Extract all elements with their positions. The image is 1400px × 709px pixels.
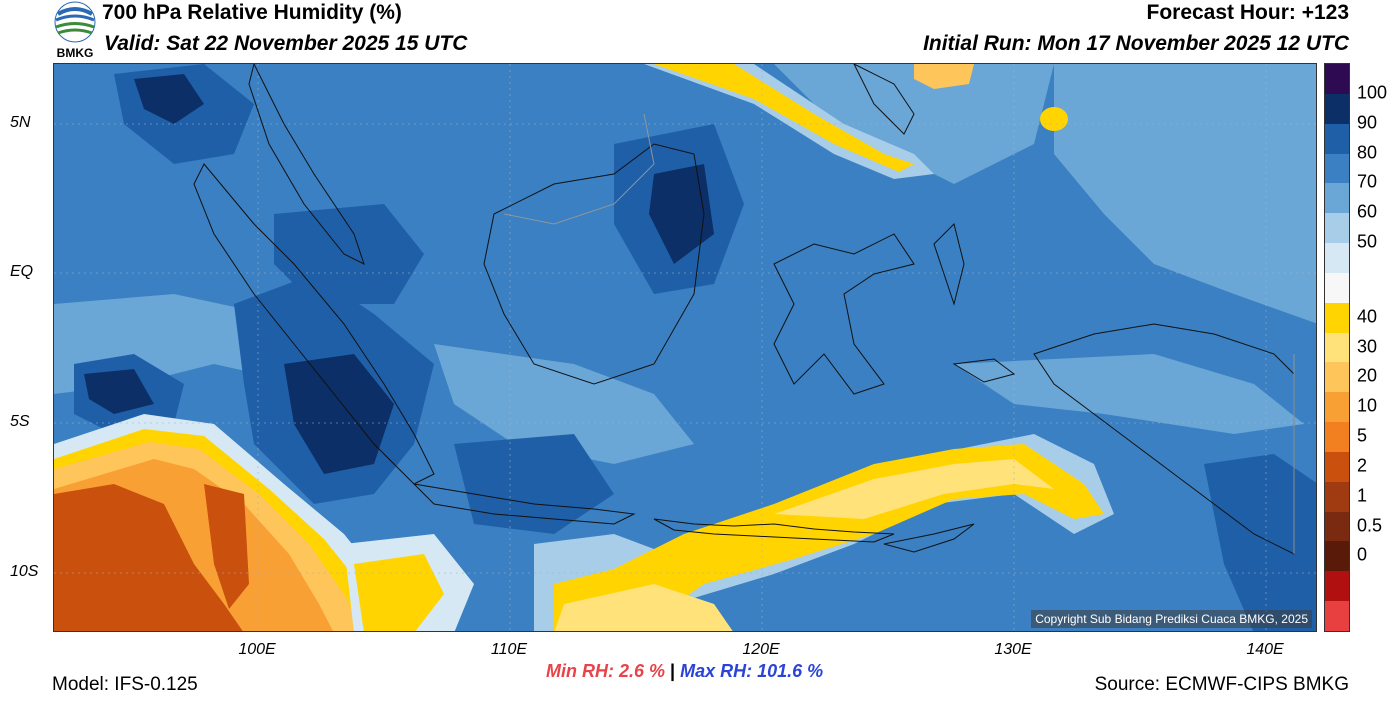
colorbar-segment xyxy=(1325,571,1349,602)
colorbar-label: 80 xyxy=(1357,142,1378,163)
colorbar-label: 100 xyxy=(1357,82,1388,103)
forecast-hour: Forecast Hour: +123 xyxy=(1146,1,1350,24)
source-label: Source: ECMWF-CIPS BMKG xyxy=(1094,674,1349,695)
logo-text: BMKG xyxy=(57,46,94,60)
colorbar-label: 70 xyxy=(1357,171,1378,192)
colorbar-label: 2 xyxy=(1357,455,1368,476)
stats-separator: | xyxy=(670,661,676,681)
colorbar-segment xyxy=(1325,451,1349,483)
colorbar-segment xyxy=(1325,422,1349,453)
max-rh-label: Max RH: xyxy=(680,661,753,681)
lon-label-130e: 130E xyxy=(994,641,1032,658)
lon-label-120e: 120E xyxy=(742,641,780,658)
colorbar-label: 5 xyxy=(1357,425,1368,446)
colorbar-label: 40 xyxy=(1357,306,1378,327)
map-canvas xyxy=(54,64,1316,631)
colorbar-label: 0.5 xyxy=(1357,515,1383,536)
colorbar-label: 0 xyxy=(1357,544,1368,565)
colorbar-segment xyxy=(1325,392,1349,423)
copyright-note: Copyright Sub Bidang Prediksi Cuaca BMKG… xyxy=(1031,610,1312,628)
chart-title: 700 hPa Relative Humidity (%) xyxy=(102,1,402,24)
model-label: Model: IFS-0.125 xyxy=(52,674,198,695)
coastlines xyxy=(193,64,1295,555)
bmkg-logo: BMKG xyxy=(50,0,100,60)
lat-label-10s: 10S xyxy=(10,563,39,580)
min-rh-label: Min RH: xyxy=(546,661,614,681)
colorbar-label: 90 xyxy=(1357,112,1378,133)
colorbar-segment xyxy=(1325,213,1349,244)
colorbar-segment xyxy=(1325,481,1349,513)
lat-label-5n: 5N xyxy=(10,114,31,131)
colorbar-segment xyxy=(1325,243,1349,274)
colorbar xyxy=(1324,63,1350,632)
colorbar-segment xyxy=(1325,302,1349,334)
colorbar-segment xyxy=(1325,64,1349,95)
colorbar-segment xyxy=(1325,93,1349,125)
valid-time: Valid: Sat 22 November 2025 15 UTC xyxy=(104,32,468,55)
colorbar-segment xyxy=(1325,541,1349,572)
colorbar-segment xyxy=(1325,183,1349,214)
max-rh-value: 101.6 % xyxy=(757,661,824,681)
colorbar-label: 60 xyxy=(1357,201,1378,222)
colorbar-segment xyxy=(1325,332,1349,363)
colorbar-label: 10 xyxy=(1357,395,1378,416)
colorbar-segment xyxy=(1325,272,1349,304)
colorbar-segment xyxy=(1325,601,1349,632)
colorbar-segment xyxy=(1325,153,1349,184)
colorbar-segment xyxy=(1325,362,1349,393)
colorbar-label: 20 xyxy=(1357,365,1378,386)
lat-label-5s: 5S xyxy=(10,413,30,430)
colorbar-label: 1 xyxy=(1357,485,1368,506)
initial-run: Initial Run: Mon 17 November 2025 12 UTC xyxy=(923,32,1349,55)
colorbar-segment xyxy=(1325,511,1349,542)
lon-label-100e: 100E xyxy=(238,641,276,658)
min-rh-value: 2.6 % xyxy=(619,661,666,681)
rh-stats: Min RH: 2.6 % | Max RH: 101.6 % xyxy=(546,661,823,682)
colorbar-segment xyxy=(1325,123,1349,154)
lon-label-110e: 110E xyxy=(490,641,528,658)
colorbar-label: 30 xyxy=(1357,336,1378,356)
lon-label-140e: 140E xyxy=(1246,641,1284,658)
lat-label-eq: EQ xyxy=(10,263,34,280)
humidity-map[interactable]: Copyright Sub Bidang Prediksi Cuaca BMKG… xyxy=(53,63,1317,632)
colorbar-label: 50 xyxy=(1357,231,1378,252)
